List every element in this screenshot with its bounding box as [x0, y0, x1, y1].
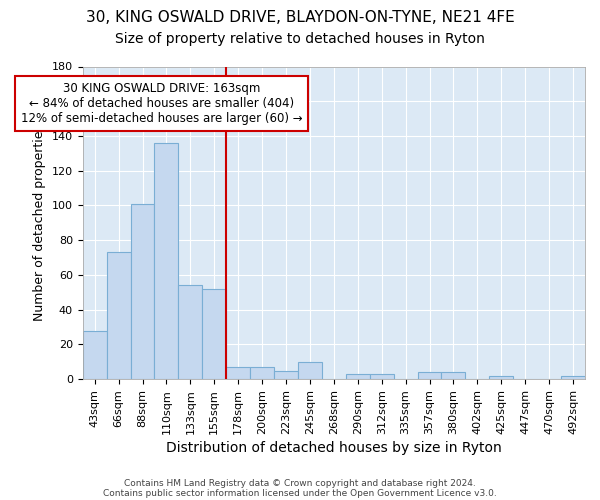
- Bar: [226, 367, 250, 379]
- Bar: [298, 362, 322, 379]
- Text: 30 KING OSWALD DRIVE: 163sqm
← 84% of detached houses are smaller (404)
12% of s: 30 KING OSWALD DRIVE: 163sqm ← 84% of de…: [21, 82, 302, 125]
- Bar: [561, 376, 585, 379]
- Bar: [442, 372, 466, 379]
- Y-axis label: Number of detached properties: Number of detached properties: [34, 124, 46, 322]
- Text: Contains HM Land Registry data © Crown copyright and database right 2024.: Contains HM Land Registry data © Crown c…: [124, 478, 476, 488]
- Bar: [154, 143, 178, 379]
- Bar: [202, 289, 226, 379]
- Text: Contains public sector information licensed under the Open Government Licence v3: Contains public sector information licen…: [103, 488, 497, 498]
- Bar: [250, 367, 274, 379]
- Bar: [274, 370, 298, 379]
- Bar: [107, 252, 131, 379]
- Bar: [83, 330, 107, 379]
- Bar: [370, 374, 394, 379]
- Text: 30, KING OSWALD DRIVE, BLAYDON-ON-TYNE, NE21 4FE: 30, KING OSWALD DRIVE, BLAYDON-ON-TYNE, …: [86, 10, 514, 25]
- Bar: [418, 372, 442, 379]
- Bar: [490, 376, 513, 379]
- Bar: [346, 374, 370, 379]
- Bar: [131, 204, 154, 379]
- Bar: [178, 286, 202, 379]
- Text: Size of property relative to detached houses in Ryton: Size of property relative to detached ho…: [115, 32, 485, 46]
- X-axis label: Distribution of detached houses by size in Ryton: Distribution of detached houses by size …: [166, 441, 502, 455]
